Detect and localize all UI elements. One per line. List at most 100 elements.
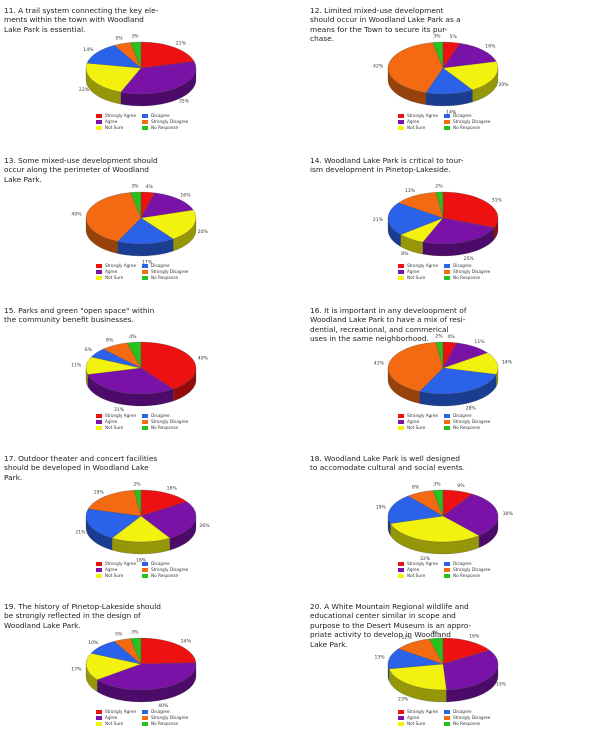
slice-percent-label: 20% [198,229,209,235]
legend-label: Strongly Disagree [453,119,491,124]
legend-item: Agree [398,715,419,720]
legend-label: Agree [105,715,118,720]
slice-percent-label: 3% [131,630,139,636]
legend-label: Agree [407,567,420,572]
slice-percent-label: 5% [115,35,123,41]
slice-percent-label: 35% [179,99,190,105]
legend-swatch [96,573,102,578]
legend-item: Not Sure [398,721,425,726]
legend-label: Strongly Agree [407,263,439,268]
question-text: 16. It is important in any develoopment … [310,306,467,344]
pie-slice-agree [442,649,499,691]
legend-item: Disagree [444,709,472,714]
pie-slice-not-sure [111,515,171,543]
legend-swatch [444,709,450,714]
legend-item: Not Sure [398,425,425,430]
pie-slice-agree [442,493,499,536]
legend-label: No Response [453,125,481,130]
pie-slice-agree [140,192,194,219]
pie-slice-no-response [130,637,142,665]
legend-item: Strongly Disagree [444,419,490,424]
pie-chart-q13: 4% 16% 20% 17% 40% 3% [71,184,209,266]
slice-percent-label: 16% [469,634,480,640]
pie-slice-strongly-agree [140,341,197,390]
legend-label: Strongly Agree [407,413,439,418]
survey-question-panel-q13: 13. Some mixed-use development should oc… [0,150,300,298]
legend-label: Disagree [151,561,170,566]
legend-label: Strongly Agree [407,709,439,714]
legend-swatch [96,715,102,720]
legend-swatch [444,715,450,720]
legend-swatch [96,561,102,566]
pie-slice-not-sure [85,62,142,93]
legend-item: Strongly Disagree [142,715,188,720]
pie-slice-agree [87,367,174,395]
slice-percent-label: 5% [115,632,123,638]
question-text: 19. The history of Pinetop-Lakeside shou… [4,602,161,630]
slice-percent-label: 11% [71,363,82,369]
legend-swatch [444,119,450,124]
legend-item: Strongly Disagree [142,119,188,124]
pie-slice-strongly-agree [442,191,499,228]
legend-swatch [96,275,102,280]
pie-chart-q19: 24% 40% 17% 10% 5% 3% [71,630,197,709]
legend-label: Not Sure [407,573,426,578]
legend-swatch [96,263,102,268]
legend-label: Disagree [453,561,472,566]
legend-label: Not Sure [407,275,426,280]
legend-swatch [142,721,148,726]
legend-label: Strongly Disagree [151,119,189,124]
pie-slice-no-response [130,191,142,219]
legend-item: No Response [142,425,178,430]
slice-percent-label: 33% [496,682,507,688]
pie-chart-q11: 21% 35% 22% 14% 5% 3% [79,34,197,107]
legend-swatch [398,263,404,268]
slice-percent-label: 42% [373,64,384,70]
legend-item: Agree [96,567,117,572]
legend-label: Strongly Agree [105,263,137,268]
slice-percent-label: 4% [447,334,455,340]
slice-percent-label: 9% [457,483,465,489]
slice-percent-label: 2% [133,482,141,488]
legend-swatch [142,119,148,124]
legend-label: Strongly Disagree [151,269,189,274]
legend-swatch [398,715,404,720]
legend-swatch [96,419,102,424]
legend-swatch [142,573,148,578]
legend-label: Not Sure [105,425,124,430]
legend-item: No Response [444,125,480,130]
legend-item: Strongly Agree [96,263,136,268]
legend-item: Agree [398,567,419,572]
question-text: 14. Woodland Lake Park is critical to to… [310,156,464,175]
pie-slice-no-response [429,637,444,665]
legend-swatch [142,275,148,280]
legend-swatch [398,269,404,274]
legend-swatch [398,413,404,418]
legend-label: Disagree [151,113,170,118]
legend-item: Agree [96,269,117,274]
slice-percent-label: 3% [433,482,441,488]
pie-slice-agree [96,662,197,691]
slice-percent-label: 3% [131,184,139,190]
survey-question-panel-q15: 15. Parks and green "open space" within … [0,300,300,448]
legend-item: Not Sure [398,573,425,578]
legend-swatch [398,573,404,578]
legend-item: Strongly Agree [96,413,136,418]
slice-percent-label: 3% [131,34,139,40]
slice-percent-label: 40% [71,212,82,218]
legend-label: Agree [105,119,118,124]
legend-swatch [444,275,450,280]
legend-label: Strongly Agree [105,561,137,566]
pie-slice-no-response [432,489,444,517]
slice-percent-label: 16% [485,44,496,50]
slice-percent-label: 14% [446,109,457,115]
slice-percent-label: 19% [94,489,105,495]
slice-percent-label: 40% [158,703,169,709]
legend-swatch [444,413,450,418]
pie-chart-q15: 40% 31% 11% 6% 8% 4% [71,334,208,413]
slice-percent-label: 18% [136,558,147,564]
legend-swatch [96,119,102,124]
slice-percent-label: 19% [376,504,387,510]
pie-chart-q20: 16% 33% 23% 13% 11% 4% [374,630,507,703]
legend-item: Strongly Agree [398,113,438,118]
